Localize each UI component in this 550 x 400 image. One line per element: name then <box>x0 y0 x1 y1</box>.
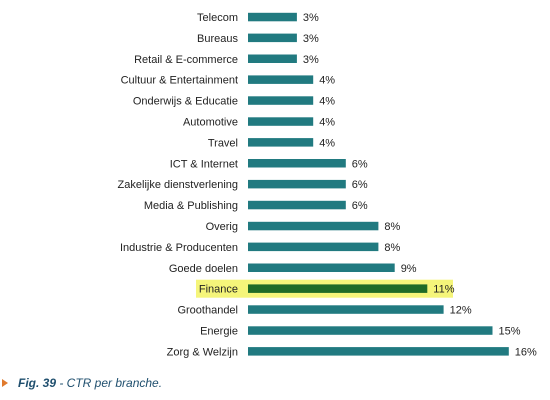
bar-energie <box>248 326 493 335</box>
bar-zorg-welzijn <box>248 347 509 356</box>
value-label-industrie-producenten: 8% <box>384 242 400 254</box>
bar-goede-doelen <box>248 263 395 272</box>
bar-chart: Telecom 3% Bureaus 3% Retail & E-commerce 3% C… <box>118 12 537 358</box>
bar-automotive <box>248 117 314 126</box>
category-label-ict-internet: ICT & Internet <box>170 158 238 170</box>
value-label-bureaus: 3% <box>303 33 319 45</box>
category-label-onderwijs-educatie: Onderwijs & Educatie <box>133 96 238 108</box>
category-label-zakelijke-dienstverlening: Zakelijke dienstverlening <box>118 179 238 191</box>
bar-ict-internet <box>248 159 346 168</box>
category-label-zorg-welzijn: Zorg & Welzijn <box>167 346 238 358</box>
bar-cultuur-entertainment <box>248 75 314 84</box>
category-label-energie: Energie <box>200 326 238 338</box>
value-label-overig: 8% <box>384 221 400 233</box>
category-label-bureaus: Bureaus <box>197 33 238 45</box>
category-label-automotive: Automotive <box>183 117 238 129</box>
value-label-finance: 11% <box>433 284 454 296</box>
bar-travel <box>248 138 314 147</box>
value-label-automotive: 4% <box>319 117 335 129</box>
value-label-telecom: 3% <box>303 12 319 24</box>
category-label-retail-e-commerce: Retail & E-commerce <box>134 54 238 66</box>
category-label-finance: Finance <box>199 284 238 296</box>
bar-industrie-producenten <box>248 242 379 252</box>
bar-finance <box>248 284 428 293</box>
category-label-telecom: Telecom <box>197 12 238 24</box>
value-label-groothandel: 12% <box>450 305 472 317</box>
value-label-travel: 4% <box>319 137 335 149</box>
category-label-cultuur-entertainment: Cultuur & Entertainment <box>121 75 238 87</box>
bar-onderwijs-educatie <box>248 96 314 105</box>
bar-bureaus <box>248 33 297 43</box>
value-label-media-publishing: 6% <box>352 200 368 212</box>
bar-media-publishing <box>248 200 346 210</box>
value-label-cultuur-entertainment: 4% <box>319 75 335 87</box>
category-label-goede-doelen: Goede doelen <box>169 263 238 275</box>
caption-arrow-icon <box>2 379 8 387</box>
bar-overig <box>248 221 379 231</box>
category-label-industrie-producenten: Industrie & Producenten <box>120 242 238 254</box>
bar-telecom <box>248 12 297 22</box>
category-label-groothandel: Groothandel <box>177 305 238 317</box>
value-label-retail-e-commerce: 3% <box>303 54 319 66</box>
value-label-goede-doelen: 9% <box>401 263 417 275</box>
value-label-zakelijke-dienstverlening: 6% <box>352 179 368 191</box>
value-label-onderwijs-educatie: 4% <box>319 96 335 108</box>
bar-groothandel <box>248 305 444 314</box>
figure-caption-text: - CTR per branche. <box>56 376 163 390</box>
value-label-energie: 15% <box>499 326 521 338</box>
category-label-media-publishing: Media & Publishing <box>144 200 238 212</box>
value-label-ict-internet: 6% <box>352 158 368 170</box>
category-label-travel: Travel <box>208 137 238 149</box>
bar-retail-e-commerce <box>248 54 297 63</box>
figure-caption: Fig. 39 - CTR per branche. <box>18 376 162 392</box>
figure-number: Fig. 39 <box>18 376 57 390</box>
bar-zakelijke-dienstverlening <box>248 179 346 189</box>
value-label-zorg-welzijn: 16% <box>515 346 537 358</box>
category-label-overig: Overig <box>206 221 238 233</box>
